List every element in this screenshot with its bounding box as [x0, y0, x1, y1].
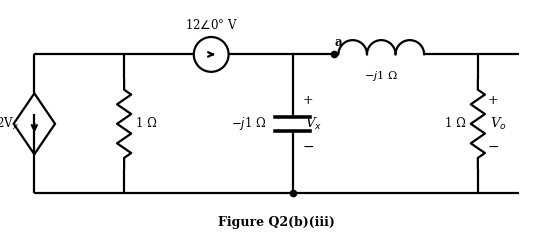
Text: $-j$1 Ω: $-j$1 Ω	[231, 115, 267, 132]
Text: V$_o$: V$_o$	[490, 116, 507, 132]
Text: a: a	[335, 36, 342, 49]
Text: $-j$1 Ω: $-j$1 Ω	[364, 69, 398, 83]
Text: −: −	[302, 140, 314, 154]
Text: 2V$_x$: 2V$_x$	[0, 116, 19, 132]
Text: 1 Ω: 1 Ω	[445, 117, 466, 130]
Text: Figure Q2(b)(iii): Figure Q2(b)(iii)	[218, 216, 335, 229]
Text: +: +	[302, 95, 313, 107]
Text: +: +	[488, 95, 498, 107]
Text: 1 Ω: 1 Ω	[136, 117, 157, 130]
Text: 12$\angle$0° V: 12$\angle$0° V	[185, 18, 238, 32]
Text: −: −	[488, 140, 499, 154]
Text: V$_x$: V$_x$	[305, 116, 322, 132]
